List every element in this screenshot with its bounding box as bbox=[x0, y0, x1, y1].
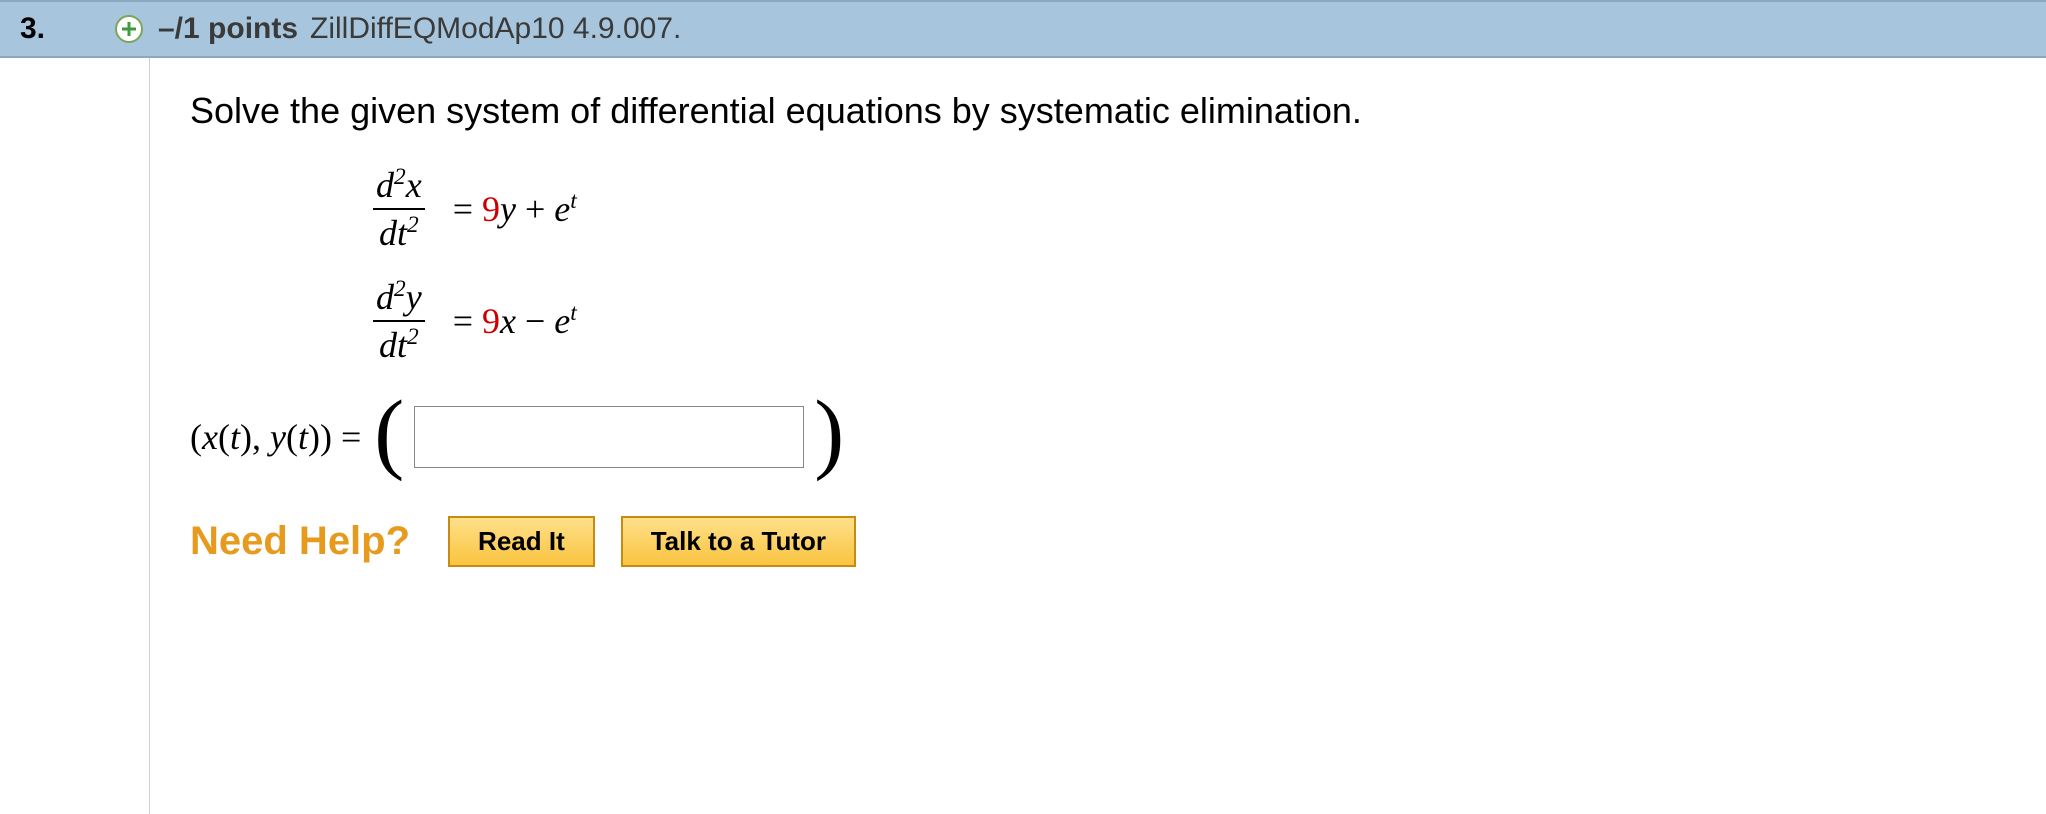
coef-1: 9 bbox=[482, 189, 500, 229]
denominator-2: dt2 bbox=[373, 320, 425, 366]
equation-1: d2x dt2 = 9y + et bbox=[370, 164, 2016, 254]
fraction-2: d2y dt2 bbox=[370, 276, 428, 366]
question-header: 3. –/1 points ZillDiffEQModAp10 4.9.007. bbox=[0, 0, 2046, 58]
answer-label: (x(t), y(t)) = bbox=[190, 416, 370, 458]
equation-block: d2x dt2 = 9y + et d2y dt2 = 9x − et bbox=[370, 164, 2016, 366]
question-id: ZillDiffEQModAp10 4.9.007. bbox=[310, 12, 681, 46]
left-gutter bbox=[0, 58, 150, 814]
question-number: 3. bbox=[20, 12, 74, 46]
answer-input[interactable] bbox=[414, 406, 804, 468]
read-it-button[interactable]: Read It bbox=[448, 516, 595, 567]
denominator-1: dt2 bbox=[373, 208, 425, 254]
coef-2: 9 bbox=[482, 301, 500, 341]
rhs-2: = 9x − et bbox=[444, 300, 577, 342]
close-paren-icon: ) bbox=[810, 398, 848, 468]
numerator-2: d2y bbox=[370, 276, 428, 320]
prompt-text: Solve the given system of differential e… bbox=[190, 90, 2016, 132]
open-paren-icon: ( bbox=[370, 398, 408, 468]
question-container: 3. –/1 points ZillDiffEQModAp10 4.9.007.… bbox=[0, 0, 2046, 814]
talk-to-tutor-button[interactable]: Talk to a Tutor bbox=[621, 516, 856, 567]
need-help-label: Need Help? bbox=[190, 519, 410, 564]
content-area: Solve the given system of differential e… bbox=[150, 58, 2046, 814]
fraction-1: d2x dt2 bbox=[370, 164, 428, 254]
expand-icon[interactable] bbox=[114, 14, 144, 44]
answer-row: (x(t), y(t)) = ( ) bbox=[190, 402, 2016, 472]
points-label: –/1 points bbox=[158, 12, 298, 46]
numerator-1: d2x bbox=[370, 164, 428, 208]
exp-2: t bbox=[570, 300, 577, 326]
equation-2: d2y dt2 = 9x − et bbox=[370, 276, 2016, 366]
rhs-1: = 9y + et bbox=[444, 188, 577, 230]
help-row: Need Help? Read It Talk to a Tutor bbox=[190, 516, 2016, 567]
exp-1: t bbox=[570, 188, 577, 214]
question-body: Solve the given system of differential e… bbox=[0, 58, 2046, 814]
